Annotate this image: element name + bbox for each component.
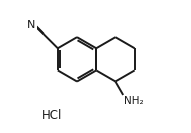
- Text: HCl: HCl: [41, 109, 62, 122]
- Text: N: N: [26, 20, 35, 30]
- Text: NH₂: NH₂: [124, 96, 144, 106]
